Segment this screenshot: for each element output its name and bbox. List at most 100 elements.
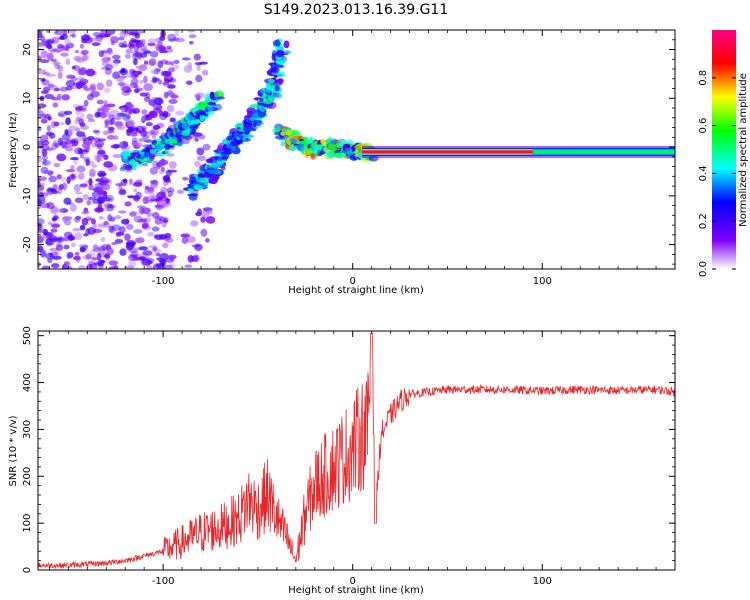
- heatmap-cell: [137, 65, 147, 71]
- heatmap-cell: [166, 84, 176, 89]
- heatmap-cell: [149, 167, 159, 175]
- heatmap-cell: [95, 34, 104, 39]
- heatmap-cell: [252, 119, 263, 124]
- heatmap-cell: [151, 133, 157, 140]
- heatmap-cell: [122, 40, 128, 48]
- heatmap-cell: [103, 161, 114, 168]
- heatmap-cell: [124, 53, 131, 59]
- heatmap-cell: [70, 157, 79, 161]
- heatmap-cell: [145, 91, 151, 99]
- heatmap-cell: [175, 37, 185, 43]
- heatmap-cell: [200, 216, 206, 223]
- heatmap-cell: [60, 34, 68, 40]
- heatmap-cell: [144, 185, 150, 190]
- spectrogram-frame: [37, 29, 676, 270]
- heatmap-cell: [50, 58, 58, 63]
- heatmap-cell: [79, 246, 86, 253]
- heatmap-cell: [106, 203, 114, 212]
- heatmap-cell: [135, 87, 144, 92]
- heatmap-cell: [97, 150, 106, 155]
- heatmap-cell: [38, 228, 47, 234]
- colorbar-tick-label: 0.4: [698, 165, 709, 181]
- heatmap-cell: [75, 191, 83, 195]
- heatmap-cell: [157, 97, 163, 105]
- snr-frame: [37, 330, 676, 571]
- heatmap-cell: [101, 57, 111, 63]
- heatmap-cell: [80, 55, 90, 60]
- heatmap-cell: [209, 174, 214, 178]
- heatmap-cell: [117, 82, 125, 86]
- heatmap-cell: [113, 143, 121, 149]
- heatmap-cell: [121, 67, 126, 74]
- heatmap-cell: [92, 198, 103, 205]
- heatmap-cell: [46, 202, 55, 210]
- heatmap-cell: [105, 194, 115, 203]
- heatmap-cell: [163, 79, 171, 83]
- heatmap-cell: [128, 178, 133, 185]
- heatmap-cell: [40, 90, 49, 95]
- heatmap-cell: [106, 47, 113, 56]
- spectrogram-ytick-label: -10: [22, 188, 33, 204]
- heatmap-cell: [183, 65, 193, 73]
- heatmap-cell: [56, 153, 67, 162]
- heatmap-cell: [164, 175, 169, 181]
- heatmap-cell: [166, 104, 175, 113]
- heatmap-cell: [69, 203, 77, 212]
- heatmap-cell: [197, 208, 203, 215]
- heatmap-cell: [125, 114, 132, 120]
- heatmap-cell: [103, 87, 111, 94]
- heatmap-cell: [78, 118, 84, 126]
- heatmap-cell: [207, 101, 216, 106]
- heatmap-cell: [46, 52, 54, 61]
- heatmap-cell: [78, 244, 88, 248]
- heatmap-cell: [112, 154, 123, 158]
- heatmap-cell: [187, 188, 194, 194]
- heatmap-cell: [150, 128, 159, 136]
- heatmap-cell: [175, 132, 182, 140]
- heatmap-cell: [135, 237, 145, 244]
- heatmap-cell: [127, 119, 135, 127]
- heatmap-cell: [147, 130, 156, 136]
- heatmap-cell: [158, 112, 168, 121]
- colorbar-tick-label: 0.6: [698, 118, 709, 134]
- heatmap-cell: [71, 33, 77, 38]
- heatmap-cell: [137, 218, 147, 223]
- heatmap-cell: [153, 97, 164, 106]
- heatmap-cell: [57, 71, 63, 80]
- heatmap-cell: [185, 80, 193, 86]
- heatmap-cell: [87, 160, 95, 166]
- heatmap-cell: [111, 242, 118, 246]
- heatmap-cell: [90, 142, 99, 148]
- heatmap-cell: [54, 64, 60, 69]
- heatmap-cell: [53, 87, 60, 92]
- heatmap-cell: [149, 196, 155, 200]
- heatmap-cell: [76, 165, 86, 173]
- heatmap-cell: [151, 180, 159, 186]
- heatmap-cell: [38, 222, 43, 231]
- heatmap-cell: [167, 254, 177, 259]
- heatmap-cell: [71, 66, 76, 70]
- heatmap-cell: [310, 152, 316, 160]
- heatmap-cell: [169, 262, 176, 269]
- heatmap-cell: [151, 195, 158, 199]
- heatmap-cell: [43, 72, 51, 76]
- heatmap-cell: [207, 209, 213, 215]
- heatmap-cell: [190, 255, 199, 262]
- heatmap-cell: [45, 238, 54, 246]
- heatmap-cell: [118, 210, 127, 214]
- heatmap-cell: [129, 132, 138, 137]
- heatmap-cell: [43, 232, 53, 236]
- snr-xlabel: Height of straight line (km): [288, 585, 424, 596]
- snr-ytick-label: 300: [22, 420, 33, 439]
- heatmap-cell: [112, 71, 120, 80]
- heatmap-cell: [152, 77, 158, 83]
- heatmap-cell: [151, 139, 158, 146]
- heatmap-cell: [181, 236, 189, 244]
- heatmap-cell: [100, 236, 106, 242]
- heatmap-cell: [65, 85, 73, 91]
- heatmap-cell: [97, 245, 107, 251]
- heatmap-cell: [110, 117, 115, 125]
- heatmap-cell: [159, 169, 165, 175]
- colorbar-tick-label: 0.0: [698, 261, 709, 277]
- heatmap-cell: [41, 77, 46, 82]
